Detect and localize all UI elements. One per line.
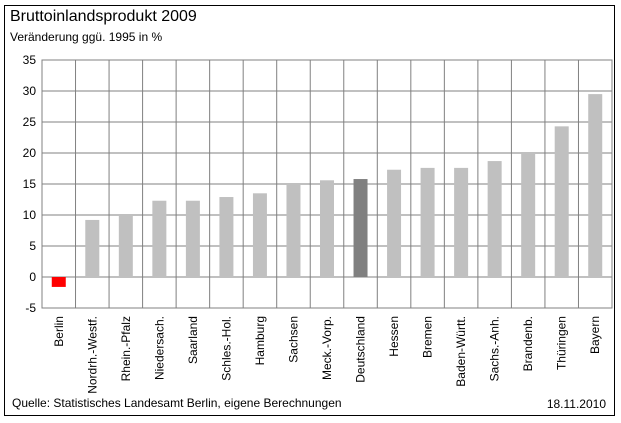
bar-baden-württ-	[454, 167, 469, 277]
bar-schles-hol-	[219, 197, 234, 277]
x-tick-label: Baden-Württ.	[454, 316, 468, 387]
bar-berlin	[51, 277, 66, 287]
y-tick-label: 30	[23, 84, 37, 98]
y-tick-label: 0	[29, 270, 36, 284]
bar-meck-vorp-	[320, 180, 334, 277]
bar-deutschland	[353, 179, 368, 277]
x-tick-label: Meck.-Vorp.	[320, 316, 334, 380]
x-tick-label: Nordrh.-Westf.	[85, 316, 99, 394]
x-tick-label: Bremen	[421, 316, 435, 358]
bar-thüringen	[554, 126, 569, 277]
chart-subtitle: Veränderung ggü. 1995 in %	[10, 30, 163, 44]
x-tick-label: Brandenb.	[521, 316, 535, 371]
x-tick-label: Thüringen	[555, 316, 569, 370]
y-tick-label: 10	[23, 208, 37, 222]
date-stamp: 18.11.2010	[546, 397, 606, 411]
x-tick-label: Sachs.-Anh.	[488, 316, 502, 381]
x-tick-label: Bayern	[588, 316, 602, 354]
x-tick-label: Rhein.-Pfalz	[119, 316, 133, 381]
x-tick-label: Hamburg	[253, 316, 267, 365]
chart-frame	[4, 5, 615, 416]
x-tick-label: Hessen	[387, 316, 401, 357]
x-tick-label: Schles.-Hol.	[219, 316, 233, 381]
x-axis-labels: Berlin Nordrh.-Westf. Rhein.-Pfalz Niedersa…	[52, 316, 602, 394]
x-tick-label: Sachsen	[286, 316, 300, 363]
bar-hamburg	[252, 193, 267, 277]
plot-area-border	[41, 59, 613, 309]
x-tick-label: Saarland	[186, 316, 200, 364]
source-note: Quelle: Statistisches Landesamt Berlin, …	[12, 396, 342, 410]
bar-bremen	[420, 167, 435, 277]
bar-saarland	[185, 200, 200, 277]
chart-title: Bruttoinlandsprodukt 2009	[10, 8, 197, 25]
y-tick-label: 5	[29, 239, 36, 253]
bar-sachs-anh-	[487, 161, 502, 277]
bar-nordrh-westf-	[85, 219, 100, 277]
x-tick-label: Niedersach.	[152, 316, 166, 380]
y-tick-label: 20	[23, 146, 37, 160]
bar-brandenb-	[521, 153, 536, 277]
y-tick-label: 15	[23, 177, 37, 191]
bars	[51, 94, 603, 287]
bar-niedersach-	[152, 200, 167, 277]
bar-bayern	[588, 94, 603, 277]
bar-rhein-pfalz	[118, 215, 133, 277]
x-tick-label: Deutschland	[354, 316, 368, 383]
x-tick-label: Berlin	[52, 316, 66, 347]
y-tick-label: 35	[23, 53, 37, 67]
bar-hessen	[387, 169, 402, 277]
y-axis-ticks: -5 0 5 10 15 20 25 30 35	[23, 53, 37, 315]
bar-sachsen	[286, 184, 301, 277]
y-tick-label: -5	[25, 301, 36, 315]
y-tick-label: 25	[23, 115, 37, 129]
